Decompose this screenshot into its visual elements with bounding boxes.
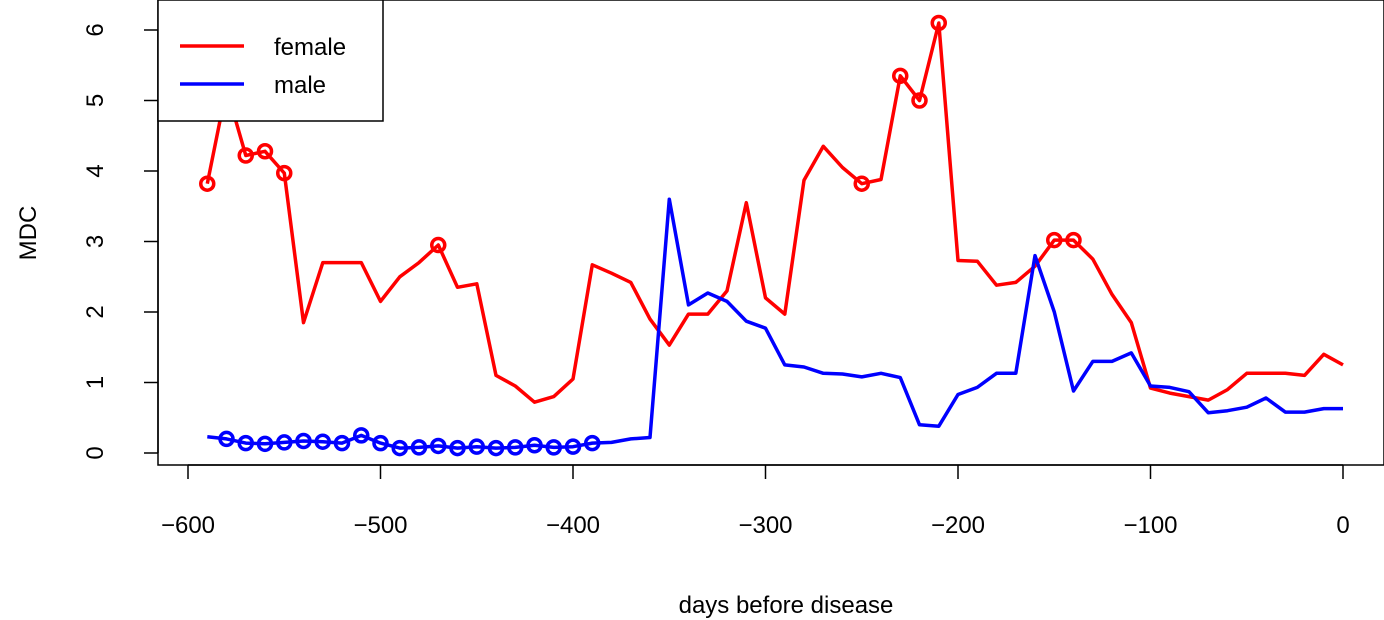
data-point-female [276,164,293,182]
y-tick-label: 1 [82,376,109,389]
data-point-female [930,14,947,32]
y-tick-label: 6 [82,23,109,36]
data-point-male [410,439,428,456]
data-point-male [526,436,543,454]
series-line-female [205,21,1344,404]
data-point-male [256,435,274,453]
legend-female-label: female [274,34,346,61]
x-tick-label: −100 [1123,512,1177,539]
legend: female male [157,0,384,122]
legend-male-label: male [274,72,326,99]
y-tick-label: 5 [82,94,109,107]
data-point-male [564,438,582,455]
data-point-male [353,427,370,444]
data-point-male [507,439,524,456]
data-point-female [199,175,216,192]
data-point-male [449,439,466,457]
y-tick-label: 4 [82,164,109,177]
x-tick-label: −300 [738,512,792,539]
x-tick-label: −500 [353,512,407,539]
series-layer [199,14,1344,457]
series-line-male [207,197,1343,450]
x-tick-label: −200 [931,512,985,539]
data-point-female [430,236,447,254]
data-point-male [218,430,235,448]
data-point-male [314,433,331,450]
data-point-male [237,434,254,452]
y-tick-label: 3 [82,235,109,248]
data-point-female [256,143,274,160]
data-point-female [237,147,254,164]
data-point-male [372,434,389,452]
data-point-male [584,434,601,452]
data-point-female [892,67,909,85]
y-tick-label: 0 [82,446,109,459]
data-point-male [545,439,562,456]
x-tick-label: 0 [1336,512,1349,539]
data-point-female [911,92,928,109]
data-point-male [276,434,293,451]
y-axis-label: MDC [15,206,42,261]
data-point-male [391,439,408,457]
data-point-female [1046,231,1063,249]
data-point-female [853,175,870,192]
data-point-male [333,434,351,452]
x-axis-label: days before disease [679,592,894,619]
y-tick-label: 2 [82,305,109,318]
x-tick-label: −600 [161,512,215,539]
data-point-male [468,438,485,455]
data-point-male [430,437,447,455]
data-point-male [295,432,312,450]
data-point-male [487,439,505,457]
x-tick-label: −400 [546,512,600,539]
data-point-female [1065,231,1082,249]
legend-box [157,0,384,122]
